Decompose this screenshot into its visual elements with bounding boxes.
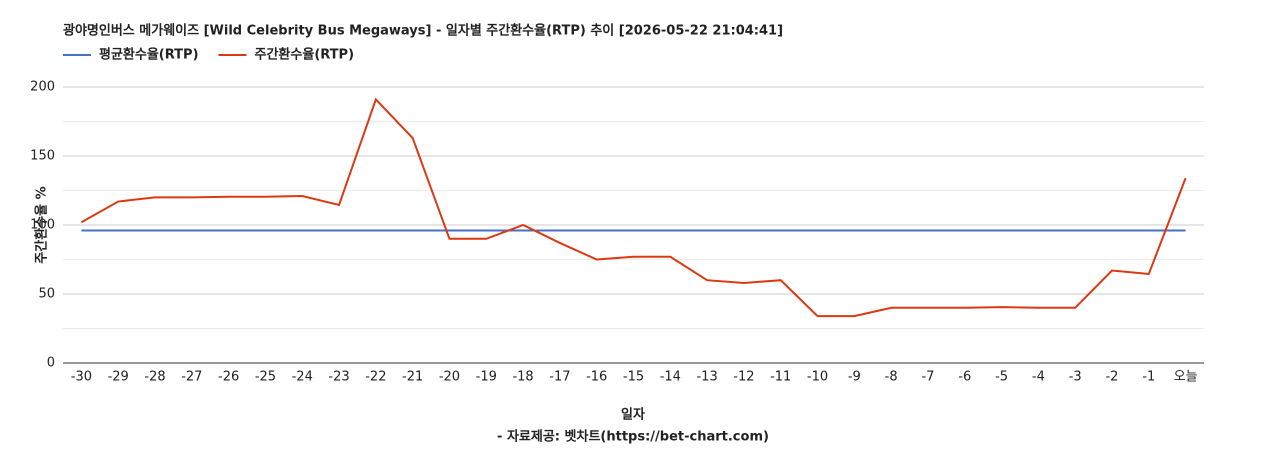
x-tick-label: -17 [549,370,570,385]
x-tick-label: -2 [1105,370,1118,385]
x-tick-label: -4 [1032,370,1045,385]
x-tick-label: -9 [848,370,861,385]
x-tick-label: -25 [255,370,276,385]
chart-title: 광야명인버스 메가웨이즈 [Wild Celebrity Bus Megaway… [63,23,783,39]
y-tick-label: 200 [30,80,55,95]
x-tick-label: -18 [512,370,533,385]
y-tick-label: 0 [47,356,55,371]
x-tick-label: -16 [586,370,607,385]
x-tick-label: -28 [144,370,165,385]
x-tick-label: -8 [885,370,898,385]
x-tick-label: 오늘 [1174,370,1198,385]
x-tick-label: -30 [71,370,92,385]
x-axis-label: 일자 [621,408,645,423]
x-tick-label: -6 [958,370,971,385]
y-tick-label: 150 [30,149,55,164]
x-tick-label: -15 [623,370,644,385]
series-line [80,97,1187,318]
x-tick-label: -11 [770,370,791,385]
x-tick-label: -20 [439,370,460,385]
y-tick-label: 100 [30,218,55,233]
x-tick-label: -22 [365,370,386,385]
x-tick-label: -23 [328,370,349,385]
x-tick-label: -10 [807,370,828,385]
x-tick-label: -26 [218,370,239,385]
footer: - 자료제공: 벳차트(https://bet-chart.com) [497,429,769,445]
x-tick-label: -12 [733,370,754,385]
x-tick-label: -19 [476,370,497,385]
legend-label: 평균환수율(RTP) [99,47,199,63]
x-tick-label: -29 [108,370,129,385]
x-tick-label: -14 [660,370,681,385]
x-tick-label: -5 [995,370,1008,385]
x-tick-label: -7 [921,370,934,385]
y-axis-label: 주간환수율 % [34,186,50,263]
y-tick-label: 50 [38,287,55,302]
x-tick-label: -3 [1069,370,1082,385]
x-tick-label: -27 [181,370,202,385]
legend-label: 주간환수율(RTP) [255,47,355,63]
x-tick-label: -24 [292,370,313,385]
x-tick-label: -21 [402,370,423,385]
x-tick-label: -1 [1142,370,1155,385]
x-tick-label: -13 [696,370,717,385]
